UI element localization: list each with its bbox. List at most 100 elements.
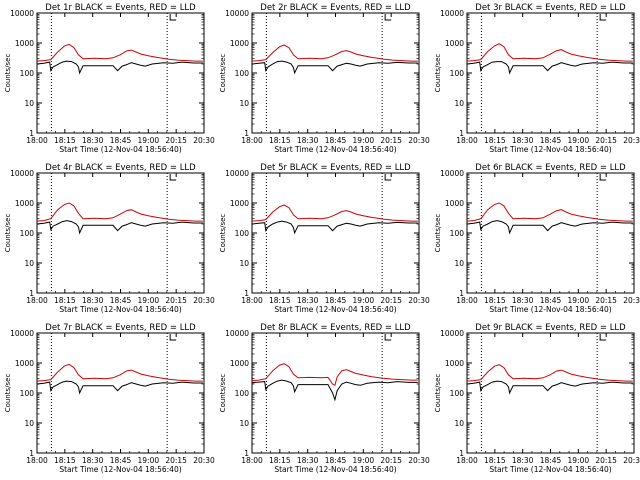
x-tick-label: 20:30 bbox=[623, 136, 640, 145]
x-tick-label: 18:00 bbox=[241, 456, 263, 465]
x-tick-label: 18:30 bbox=[297, 456, 319, 465]
x-tick-label: 18:15 bbox=[484, 296, 506, 305]
lld-series-line bbox=[466, 364, 633, 382]
x-axis-label: Start Time (12-Nov-04 18:56:40) bbox=[59, 145, 181, 154]
chart-title: Det 9r BLACK = Events, RED = LLD bbox=[475, 323, 626, 333]
chart-panel-8: 1 10 100 1000 10000 18:00 18:15 18:30 18:45 19:00… bbox=[219, 323, 430, 474]
y-axis-label: Counts/sec bbox=[219, 54, 227, 93]
y-tick-label: 10 bbox=[24, 419, 34, 428]
y-tick-label: 1 bbox=[29, 129, 34, 138]
x-tick-label: 20:15 bbox=[165, 456, 187, 465]
x-tick-label: 20:30 bbox=[623, 456, 640, 465]
x-tick-label: 18:00 bbox=[26, 136, 48, 145]
chart-panel-9: 1 10 100 1000 10000 18:00 18:15 18:30 18:45 19:00… bbox=[434, 323, 640, 474]
bracket-marker bbox=[169, 174, 177, 181]
x-tick-label: 18:15 bbox=[54, 456, 76, 465]
events-series-line bbox=[466, 220, 633, 235]
x-tick-label: 18:45 bbox=[540, 136, 562, 145]
y-tick-label: 1000 bbox=[230, 359, 249, 368]
bracket-marker bbox=[599, 334, 607, 341]
lld-series-line bbox=[251, 44, 418, 62]
x-axis-label: Start Time (12-Nov-04 18:56:40) bbox=[489, 305, 611, 314]
x-tick-label: 18:30 bbox=[82, 136, 104, 145]
x-tick-label: 19:00 bbox=[353, 456, 375, 465]
events-series-line bbox=[251, 379, 418, 402]
chart-title: Det 5r BLACK = Events, RED = LLD bbox=[260, 163, 411, 173]
y-tick-label: 1000 bbox=[445, 359, 464, 368]
y-tick-label: 100 bbox=[450, 229, 465, 238]
y-tick-label: 10000 bbox=[440, 169, 464, 178]
x-axis-label: Start Time (12-Nov-04 18:56:40) bbox=[274, 145, 396, 154]
x-tick-label: 20:30 bbox=[408, 456, 430, 465]
x-tick-label: 18:45 bbox=[325, 456, 347, 465]
y-tick-label: 10000 bbox=[10, 169, 34, 178]
y-tick-label: 10000 bbox=[10, 329, 34, 338]
y-axis-label: Counts/sec bbox=[434, 214, 442, 253]
bracket-marker bbox=[169, 334, 177, 341]
y-tick-label: 100 bbox=[235, 229, 250, 238]
x-tick-label: 20:15 bbox=[165, 136, 187, 145]
lld-series-line bbox=[36, 363, 203, 382]
x-tick-label: 20:30 bbox=[623, 296, 640, 305]
x-axis-label: Start Time (12-Nov-04 18:56:40) bbox=[489, 465, 611, 474]
y-tick-label: 1000 bbox=[230, 199, 249, 208]
y-tick-label: 100 bbox=[20, 229, 35, 238]
y-tick-label: 100 bbox=[450, 69, 465, 78]
y-tick-label: 10000 bbox=[440, 329, 464, 338]
y-tick-label: 100 bbox=[235, 69, 250, 78]
y-tick-label: 1 bbox=[459, 129, 464, 138]
lld-series-line bbox=[251, 204, 418, 222]
x-tick-label: 18:30 bbox=[82, 296, 104, 305]
x-tick-label: 18:15 bbox=[269, 136, 291, 145]
x-tick-label: 18:45 bbox=[325, 296, 347, 305]
y-tick-label: 1 bbox=[29, 289, 34, 298]
plot-frame bbox=[36, 172, 205, 294]
x-tick-label: 19:00 bbox=[568, 296, 590, 305]
x-tick-label: 20:30 bbox=[193, 136, 215, 145]
x-tick-label: 18:15 bbox=[484, 136, 506, 145]
lld-series-line bbox=[466, 43, 633, 62]
x-tick-label: 20:15 bbox=[380, 136, 402, 145]
x-tick-label: 18:00 bbox=[241, 136, 263, 145]
x-tick-label: 18:30 bbox=[512, 456, 534, 465]
bracket-marker bbox=[599, 14, 607, 21]
x-tick-label: 18:00 bbox=[456, 296, 478, 305]
x-axis-label: Start Time (12-Nov-04 18:56:40) bbox=[274, 465, 396, 474]
y-axis-label: Counts/sec bbox=[4, 54, 12, 93]
x-tick-label: 20:15 bbox=[165, 296, 187, 305]
x-tick-label: 20:30 bbox=[408, 296, 430, 305]
y-tick-label: 1 bbox=[244, 289, 249, 298]
x-tick-label: 18:45 bbox=[110, 136, 132, 145]
x-tick-label: 18:15 bbox=[484, 456, 506, 465]
chart-title: Det 2r BLACK = Events, RED = LLD bbox=[260, 3, 411, 13]
x-tick-label: 18:15 bbox=[269, 296, 291, 305]
chart-title: Det 3r BLACK = Events, RED = LLD bbox=[475, 3, 626, 13]
lld-series-line bbox=[36, 43, 203, 62]
plot-frame bbox=[466, 172, 635, 294]
x-tick-label: 18:30 bbox=[512, 136, 534, 145]
y-tick-label: 1000 bbox=[15, 39, 34, 48]
y-tick-label: 10000 bbox=[440, 9, 464, 18]
chart-panel-5: 1 10 100 1000 10000 18:00 18:15 18:30 18:45 19:00… bbox=[219, 163, 430, 314]
y-axis-label: Counts/sec bbox=[434, 374, 442, 413]
events-series-line bbox=[251, 220, 418, 235]
events-series-line bbox=[466, 380, 633, 395]
y-tick-label: 100 bbox=[20, 69, 35, 78]
events-series-line bbox=[36, 380, 203, 395]
y-tick-label: 1000 bbox=[445, 199, 464, 208]
x-tick-label: 18:30 bbox=[512, 296, 534, 305]
x-tick-label: 18:30 bbox=[297, 136, 319, 145]
x-tick-label: 19:00 bbox=[353, 136, 375, 145]
y-axis-label: Counts/sec bbox=[434, 54, 442, 93]
y-tick-label: 10000 bbox=[225, 9, 249, 18]
chart-title: Det 7r BLACK = Events, RED = LLD bbox=[45, 323, 196, 333]
y-tick-label: 1000 bbox=[445, 39, 464, 48]
plot-frame bbox=[466, 12, 635, 134]
y-axis-label: Counts/sec bbox=[4, 374, 12, 413]
events-series-line bbox=[251, 60, 418, 75]
x-axis-label: Start Time (12-Nov-04 18:56:40) bbox=[59, 305, 181, 314]
x-tick-label: 18:30 bbox=[297, 296, 319, 305]
y-tick-label: 10 bbox=[24, 259, 34, 268]
x-tick-label: 20:15 bbox=[380, 296, 402, 305]
